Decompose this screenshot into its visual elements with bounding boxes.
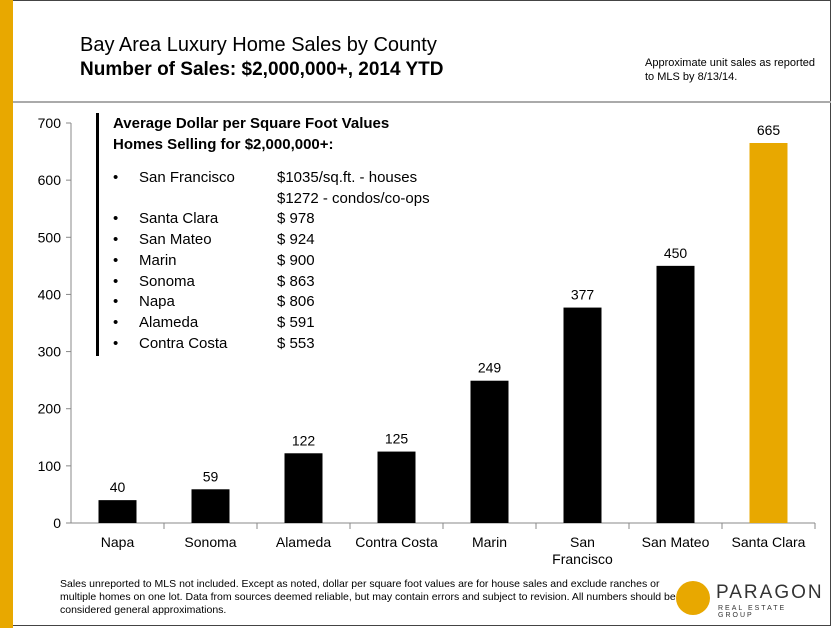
callout-row: • Santa Clara $ 978 (113, 209, 430, 230)
callout-value: $ 924 (277, 231, 315, 249)
logo-tagline: REAL ESTATE GROUP (718, 605, 787, 619)
logo-emblem-icon (676, 581, 710, 615)
callout-bullet: • (113, 334, 119, 352)
x-tick-label: Santa Clara (732, 534, 806, 550)
x-tick-label: Contra Costa (355, 534, 438, 550)
y-tick-label: 0 (53, 515, 61, 531)
callout-bullet: • (113, 313, 119, 331)
data-label: 665 (757, 122, 781, 138)
callout-value: $1272 - condos/co-ops (277, 189, 430, 207)
callout-value: $ 806 (277, 293, 315, 311)
x-tick-label: San (570, 534, 595, 550)
x-tick-label: Francisco (552, 551, 613, 567)
data-label: 249 (478, 360, 502, 376)
price-per-sqft-callout: Average Dollar per Square Foot Values Ho… (96, 113, 430, 356)
x-tick-label: Sonoma (184, 534, 236, 550)
y-tick-label: 200 (38, 401, 62, 417)
callout-county: San Francisco (139, 169, 235, 186)
data-label: 450 (664, 245, 688, 261)
logo-name: PARAGON (716, 582, 824, 603)
callout-county: San Mateo (139, 231, 212, 249)
callout-value: $ 978 (277, 210, 315, 228)
callout-heading: Average Dollar per Square Foot Values Ho… (113, 113, 430, 155)
callout-row: • Napa $ 806 (113, 292, 430, 313)
callout-county: Alameda (139, 313, 199, 331)
callout-row: • Marin $ 900 (113, 251, 430, 272)
x-tick-label: Marin (472, 534, 507, 550)
callout-county: Santa Clara (139, 210, 219, 228)
callout-row: • Sonoma $ 863 (113, 272, 430, 293)
slide-frame (13, 0, 831, 626)
callout-county: Contra Costa (139, 334, 228, 352)
callout-bullet: • (113, 231, 119, 249)
footer-disclaimer: Sales unreported to MLS not included. Ex… (60, 578, 676, 616)
bar (377, 451, 416, 523)
data-label: 122 (292, 432, 316, 448)
x-tick-label: San Mateo (642, 534, 710, 550)
callout-value: $ 863 (277, 272, 315, 290)
y-tick-label: 300 (38, 344, 62, 360)
data-note: Approximate unit sales as reported to ML… (645, 57, 815, 83)
bar (284, 453, 323, 523)
callout-list: • San Francisco $1035/sq.ft. - houses $1272… (113, 168, 430, 354)
callout-bullet: • (113, 293, 119, 311)
data-label: 377 (571, 287, 595, 303)
callout-bullet: • (113, 251, 119, 269)
callout-heading-line: Homes Selling for $2,000,000+: (113, 136, 334, 153)
y-tick-label: 400 (38, 286, 62, 302)
bar (749, 143, 788, 523)
chart-subtitle: Number of Sales: $2,000,000+, 2014 YTD (80, 59, 444, 80)
callout-row: • Contra Costa $ 553 (113, 334, 430, 355)
x-tick-label: Napa (101, 534, 135, 550)
callout-county: Napa (139, 293, 175, 311)
callout-county (139, 189, 277, 210)
bar (563, 307, 602, 523)
y-tick-label: 500 (38, 229, 62, 245)
bar (98, 500, 137, 523)
callout-value: $ 553 (277, 334, 315, 352)
callout-value: $ 900 (277, 251, 315, 269)
callout-county: Marin (139, 251, 177, 269)
y-tick-label: 700 (38, 115, 62, 131)
bar (470, 380, 509, 523)
data-label: 125 (385, 431, 409, 447)
paragon-logo: PARAGON REAL ESTATE GROUP (676, 580, 824, 620)
y-tick-label: 100 (38, 458, 62, 474)
callout-bullet: • (113, 169, 119, 186)
callout-heading-line: Average Dollar per Square Foot Values (113, 115, 390, 132)
accent-bar (0, 0, 13, 628)
callout-bullet (113, 189, 139, 210)
bar (191, 489, 230, 523)
data-label: 59 (203, 468, 219, 484)
callout-value: $ 591 (277, 313, 315, 331)
callout-bullet: • (113, 272, 119, 290)
chart-title: Bay Area Luxury Home Sales by County (80, 34, 437, 56)
y-tick-label: 600 (38, 172, 62, 188)
data-label: 40 (110, 479, 126, 495)
callout-row: • San Mateo $ 924 (113, 230, 430, 251)
callout-county: Sonoma (139, 272, 195, 290)
header-divider (13, 101, 831, 103)
callout-row: $1272 - condos/co-ops (113, 189, 430, 210)
callout-bullet: • (113, 210, 119, 228)
callout-row: • San Francisco $1035/sq.ft. - houses (113, 168, 430, 189)
bar (656, 265, 695, 523)
x-tick-label: Alameda (276, 534, 331, 550)
callout-value: $1035/sq.ft. - houses (277, 169, 418, 186)
callout-row: • Alameda $ 591 (113, 313, 430, 334)
